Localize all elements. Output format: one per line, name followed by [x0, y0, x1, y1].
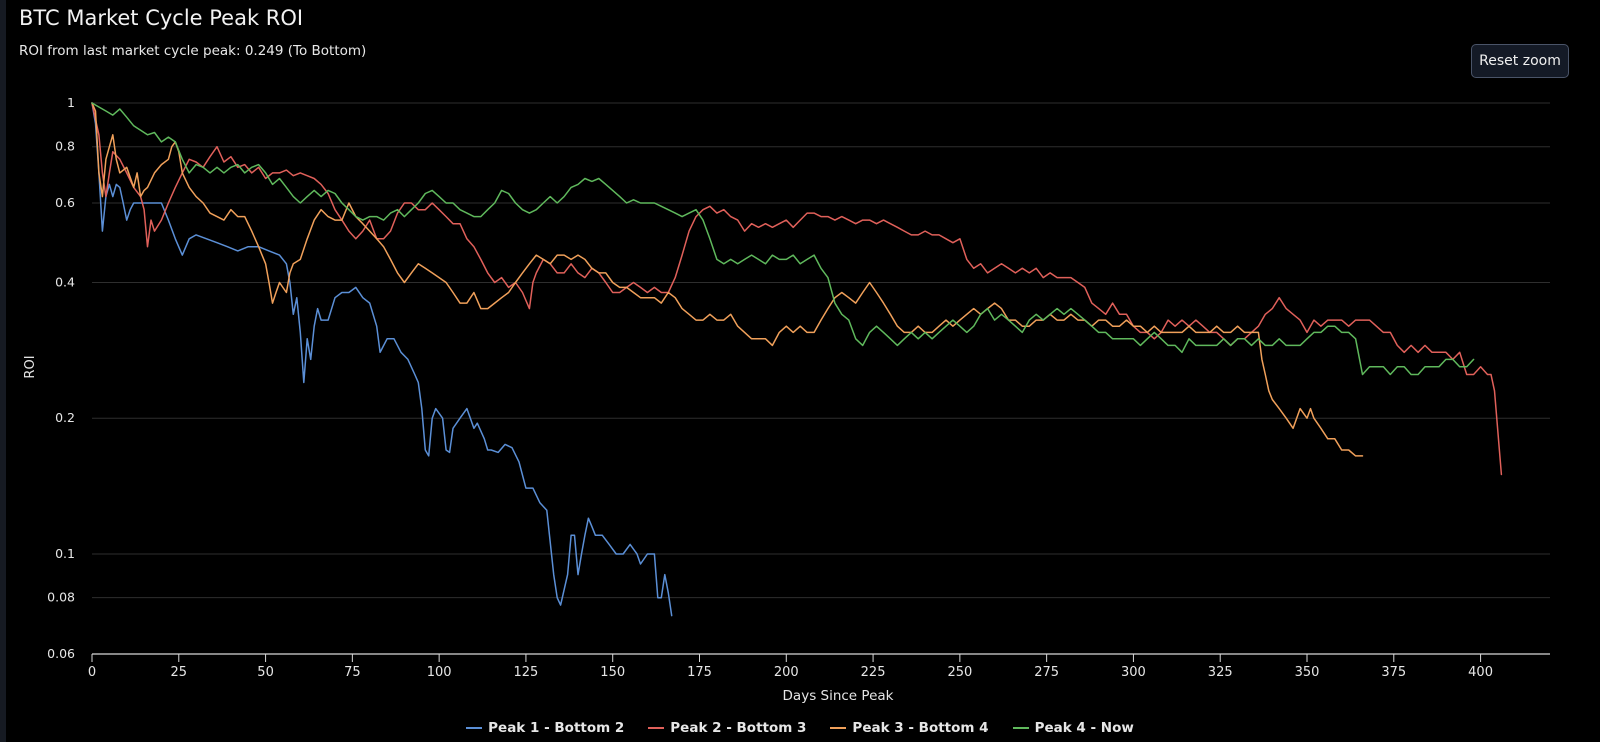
legend-item-1[interactable]: Peak 1 - Bottom 2: [466, 720, 624, 736]
series-lines: [91, 102, 1503, 617]
legend-label: Peak 2 - Bottom 3: [670, 720, 807, 736]
y-gridlines: [92, 102, 1550, 599]
reset-zoom-button[interactable]: Reset zoom: [1471, 44, 1569, 78]
x-axis-title: Days Since Peak: [783, 688, 894, 704]
x-tick-label: 50: [257, 665, 274, 680]
legend-label: Peak 1 - Bottom 2: [488, 720, 625, 736]
x-tick-label: 175: [687, 665, 712, 680]
x-tick-label: 325: [1208, 665, 1233, 680]
x-tick-label: 200: [774, 665, 799, 680]
series-line-2: [91, 102, 1503, 476]
series-line-3: [91, 102, 1364, 457]
series-line-1: [91, 102, 673, 617]
y-tick-label: 0.6: [55, 195, 75, 210]
legend-label: Peak 3 - Bottom 4: [852, 720, 989, 736]
legend-label: Peak 4 - Now: [1034, 720, 1134, 736]
y-tick-label: 0.1: [55, 546, 75, 561]
x-tick-label: 400: [1468, 665, 1493, 680]
window-edge: [0, 0, 6, 742]
y-tick-label: 1: [67, 95, 75, 110]
x-tick-label: 100: [427, 665, 452, 680]
x-tick-label: 375: [1381, 665, 1406, 680]
y-tick-label: 0.8: [55, 139, 75, 154]
legend-swatch: [466, 727, 483, 729]
legend-swatch: [830, 727, 847, 729]
y-axis: 1 0.8 0.6 0.4 0.2 0.1 0.08 0.06: [47, 95, 75, 661]
y-tick-label: 0.06: [47, 646, 75, 661]
x-tick-label: 275: [1034, 665, 1059, 680]
chart-legend: Peak 1 - Bottom 2 Peak 2 - Bottom 3 Peak 3…: [0, 720, 1600, 736]
y-tick-label: 0.08: [47, 590, 75, 605]
y-tick-label: 0.2: [55, 410, 75, 425]
chart-title: BTC Market Cycle Peak ROI: [19, 6, 304, 30]
chart-subtitle: ROI from last market cycle peak: 0.249 (…: [19, 43, 367, 59]
x-tick-label: 225: [861, 665, 886, 680]
x-tick-label: 150: [600, 665, 625, 680]
x-tick-label: 25: [171, 665, 188, 680]
legend-item-3[interactable]: Peak 3 - Bottom 4: [830, 720, 989, 736]
x-tick-label: 350: [1295, 665, 1320, 680]
x-tick-label: 75: [344, 665, 361, 680]
legend-swatch: [648, 727, 665, 729]
legend-item-2[interactable]: Peak 2 - Bottom 3: [648, 720, 806, 736]
x-tick-label: 250: [947, 665, 972, 680]
legend-swatch: [1012, 727, 1029, 729]
series-line-4: [91, 102, 1475, 376]
x-tick-label: 0: [88, 665, 96, 680]
x-axis: 0 25 50 75 100 125 150 175 200 225 250 275 300 325 350…: [88, 653, 1550, 680]
legend-item-4[interactable]: Peak 4 - Now: [1012, 720, 1134, 736]
y-axis-title: ROI: [23, 355, 38, 378]
x-tick-label: 125: [514, 665, 539, 680]
y-tick-label: 0.4: [55, 274, 75, 289]
x-tick-label: 300: [1121, 665, 1146, 680]
